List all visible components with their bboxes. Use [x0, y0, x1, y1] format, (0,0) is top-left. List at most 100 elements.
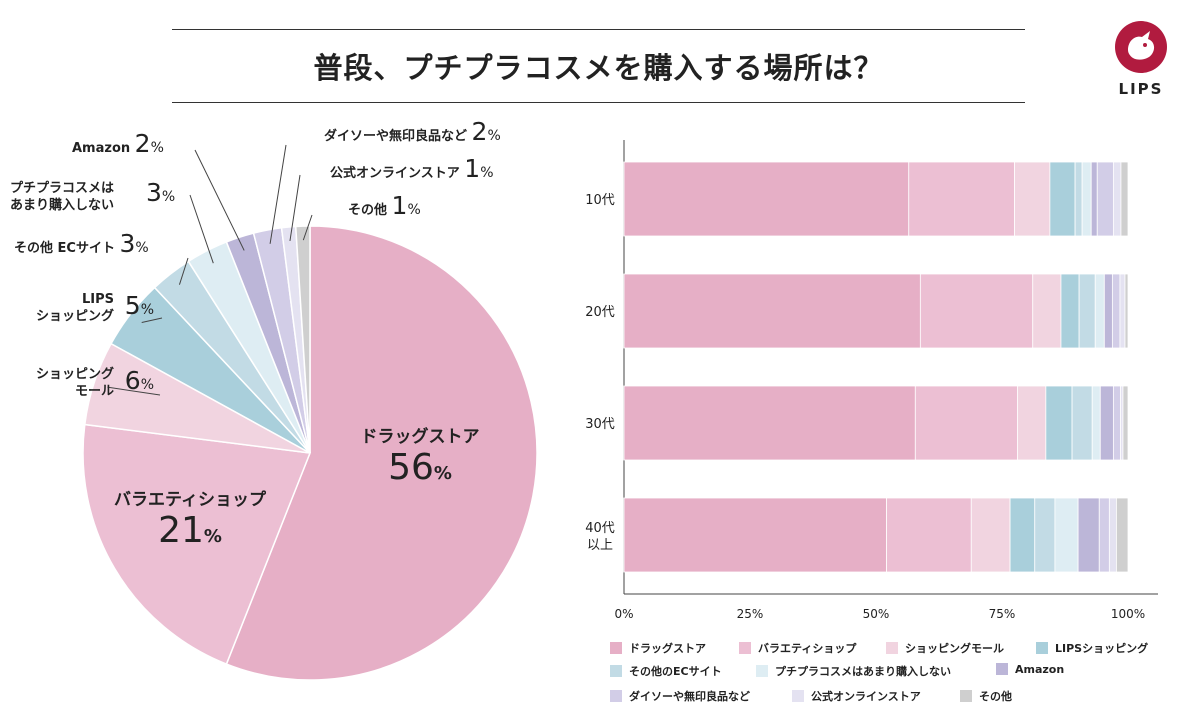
legend-swatch: [886, 642, 898, 654]
label-variety-pct: %: [203, 526, 222, 547]
bar-segment: [970, 497, 1011, 573]
bar-segment: [1081, 161, 1092, 237]
legend-label: Amazon: [1015, 663, 1065, 676]
y-tick-label: 40代: [585, 521, 615, 536]
x-tick-label: 25%: [737, 607, 764, 621]
y-tick-label: 30代: [585, 417, 615, 432]
bar-segment: [1094, 273, 1105, 349]
bar-segment: [1078, 273, 1096, 349]
label-notbuy-line1: プチプラコスメは: [10, 181, 115, 196]
legend-label: ドラッグストア: [629, 642, 706, 655]
label-ec-pct: %: [135, 240, 149, 256]
legend-item: ダイソーや無印良品など: [610, 688, 750, 704]
label-daiso-name: ダイソーや無印良品など: [324, 129, 468, 144]
bar-segment: [1112, 161, 1122, 237]
label-other-pct: %: [407, 202, 421, 218]
label-official-value: 1: [464, 154, 481, 183]
leader-line-notbuy: [189, 194, 214, 264]
leader-line-daiso: [269, 144, 287, 244]
label-lips-pct: %: [140, 302, 154, 318]
label-daiso-value: 2: [471, 117, 488, 146]
pie-slice-variety: [82, 423, 312, 666]
label-notbuy-line2: あまり購入しない: [10, 198, 115, 213]
legend-item: Amazon: [996, 663, 1064, 676]
legend-label: ダイソーや無印良品など: [629, 690, 750, 703]
pie-label-amazon: Amazon 2%: [72, 131, 164, 157]
bar-segment: [1120, 161, 1129, 237]
label-variety-name: バラエティショップ: [114, 490, 266, 510]
label-notbuy-value: 3: [146, 178, 162, 207]
bar-segment: [1014, 161, 1051, 237]
legend-label: バラエティショップ: [758, 642, 857, 655]
bar-segment: [1103, 273, 1113, 349]
title-bar: 普段、プチプラコスメを購入する場所は？: [172, 29, 1025, 103]
pie-chart: [82, 144, 538, 681]
bar-segment: [623, 273, 921, 349]
bar-segment: [1096, 161, 1114, 237]
bar-segment: [623, 385, 916, 461]
x-tick-label: 0%: [614, 607, 633, 621]
legend-swatch: [610, 690, 622, 702]
legend-swatch: [792, 690, 804, 702]
pie-slice-other: [294, 225, 311, 454]
label-lips-line1: LIPS: [81, 292, 114, 307]
label-other-value: 1: [391, 191, 408, 220]
bar-segment: [908, 161, 1016, 237]
bar-segment: [1071, 385, 1093, 461]
leader-line-mall: [107, 386, 161, 396]
bar-segment: [1017, 385, 1047, 461]
y-tick-label: 以上: [587, 538, 613, 553]
bar-segment: [1077, 497, 1100, 573]
label-notbuy-pct: %: [161, 189, 176, 205]
label-drugstore-pct: %: [433, 463, 452, 484]
bar-segment: [1074, 161, 1083, 237]
legend-swatch: [756, 665, 768, 677]
legend-swatch: [996, 663, 1008, 675]
label-ec-value: 3: [119, 229, 136, 258]
bar-segment: [1122, 385, 1129, 461]
legend-swatch: [739, 642, 751, 654]
pie-label-variety: バラエティショップ 21%: [100, 485, 280, 551]
bar-segment: [1034, 497, 1056, 573]
bar-segment: [1124, 273, 1129, 349]
bar-segment: [1032, 273, 1062, 349]
bar-segment: [623, 161, 910, 237]
pie-label-daiso: ダイソーや無印良品など 2%: [324, 119, 501, 145]
bar-segment: [886, 497, 972, 573]
pie-label-ec: その他 ECサイト 3%: [14, 231, 149, 257]
bar-segment: [914, 385, 1019, 461]
legend-swatch: [610, 642, 622, 654]
bar-segment: [1091, 385, 1101, 461]
logo-text: LIPS: [1118, 80, 1164, 98]
x-tick-label: 50%: [863, 607, 890, 621]
label-lips-line2: ショッピング: [35, 309, 114, 324]
legend-item: プチプラコスメはあまり購入しない: [756, 663, 951, 679]
pie-label-other: その他 1%: [348, 193, 421, 219]
legend-label: LIPSショッピング: [1055, 642, 1149, 655]
legend-item: LIPSショッピング: [1036, 640, 1148, 656]
bar-segment: [1054, 497, 1079, 573]
label-amazon-name: Amazon: [72, 141, 131, 156]
legend-swatch: [960, 690, 972, 702]
label-amazon-value: 2: [134, 129, 151, 158]
label-daiso-pct: %: [487, 128, 501, 144]
label-other-name: その他: [348, 203, 388, 218]
y-tick-label: 20代: [585, 305, 615, 320]
lips-logo-icon: [1115, 21, 1167, 73]
bar-segment: [1108, 497, 1117, 573]
label-lips-value: 5: [124, 291, 141, 320]
bar-segment: [1060, 273, 1080, 349]
bar-segment: [1119, 273, 1126, 349]
leader-line-amazon: [194, 149, 245, 251]
legend-label: その他のECサイト: [629, 665, 722, 678]
leader-line-official: [289, 174, 301, 242]
leader-line-lips: [141, 317, 163, 323]
legend-item: ドラッグストア: [610, 640, 706, 656]
bar-segment: [1111, 273, 1121, 349]
lips-logo: LIPS: [1112, 20, 1170, 110]
label-variety-value: 21: [158, 510, 204, 551]
bar-segment: [1098, 497, 1110, 573]
bar-segment: [1112, 385, 1121, 461]
leader-line-ec: [178, 257, 189, 285]
